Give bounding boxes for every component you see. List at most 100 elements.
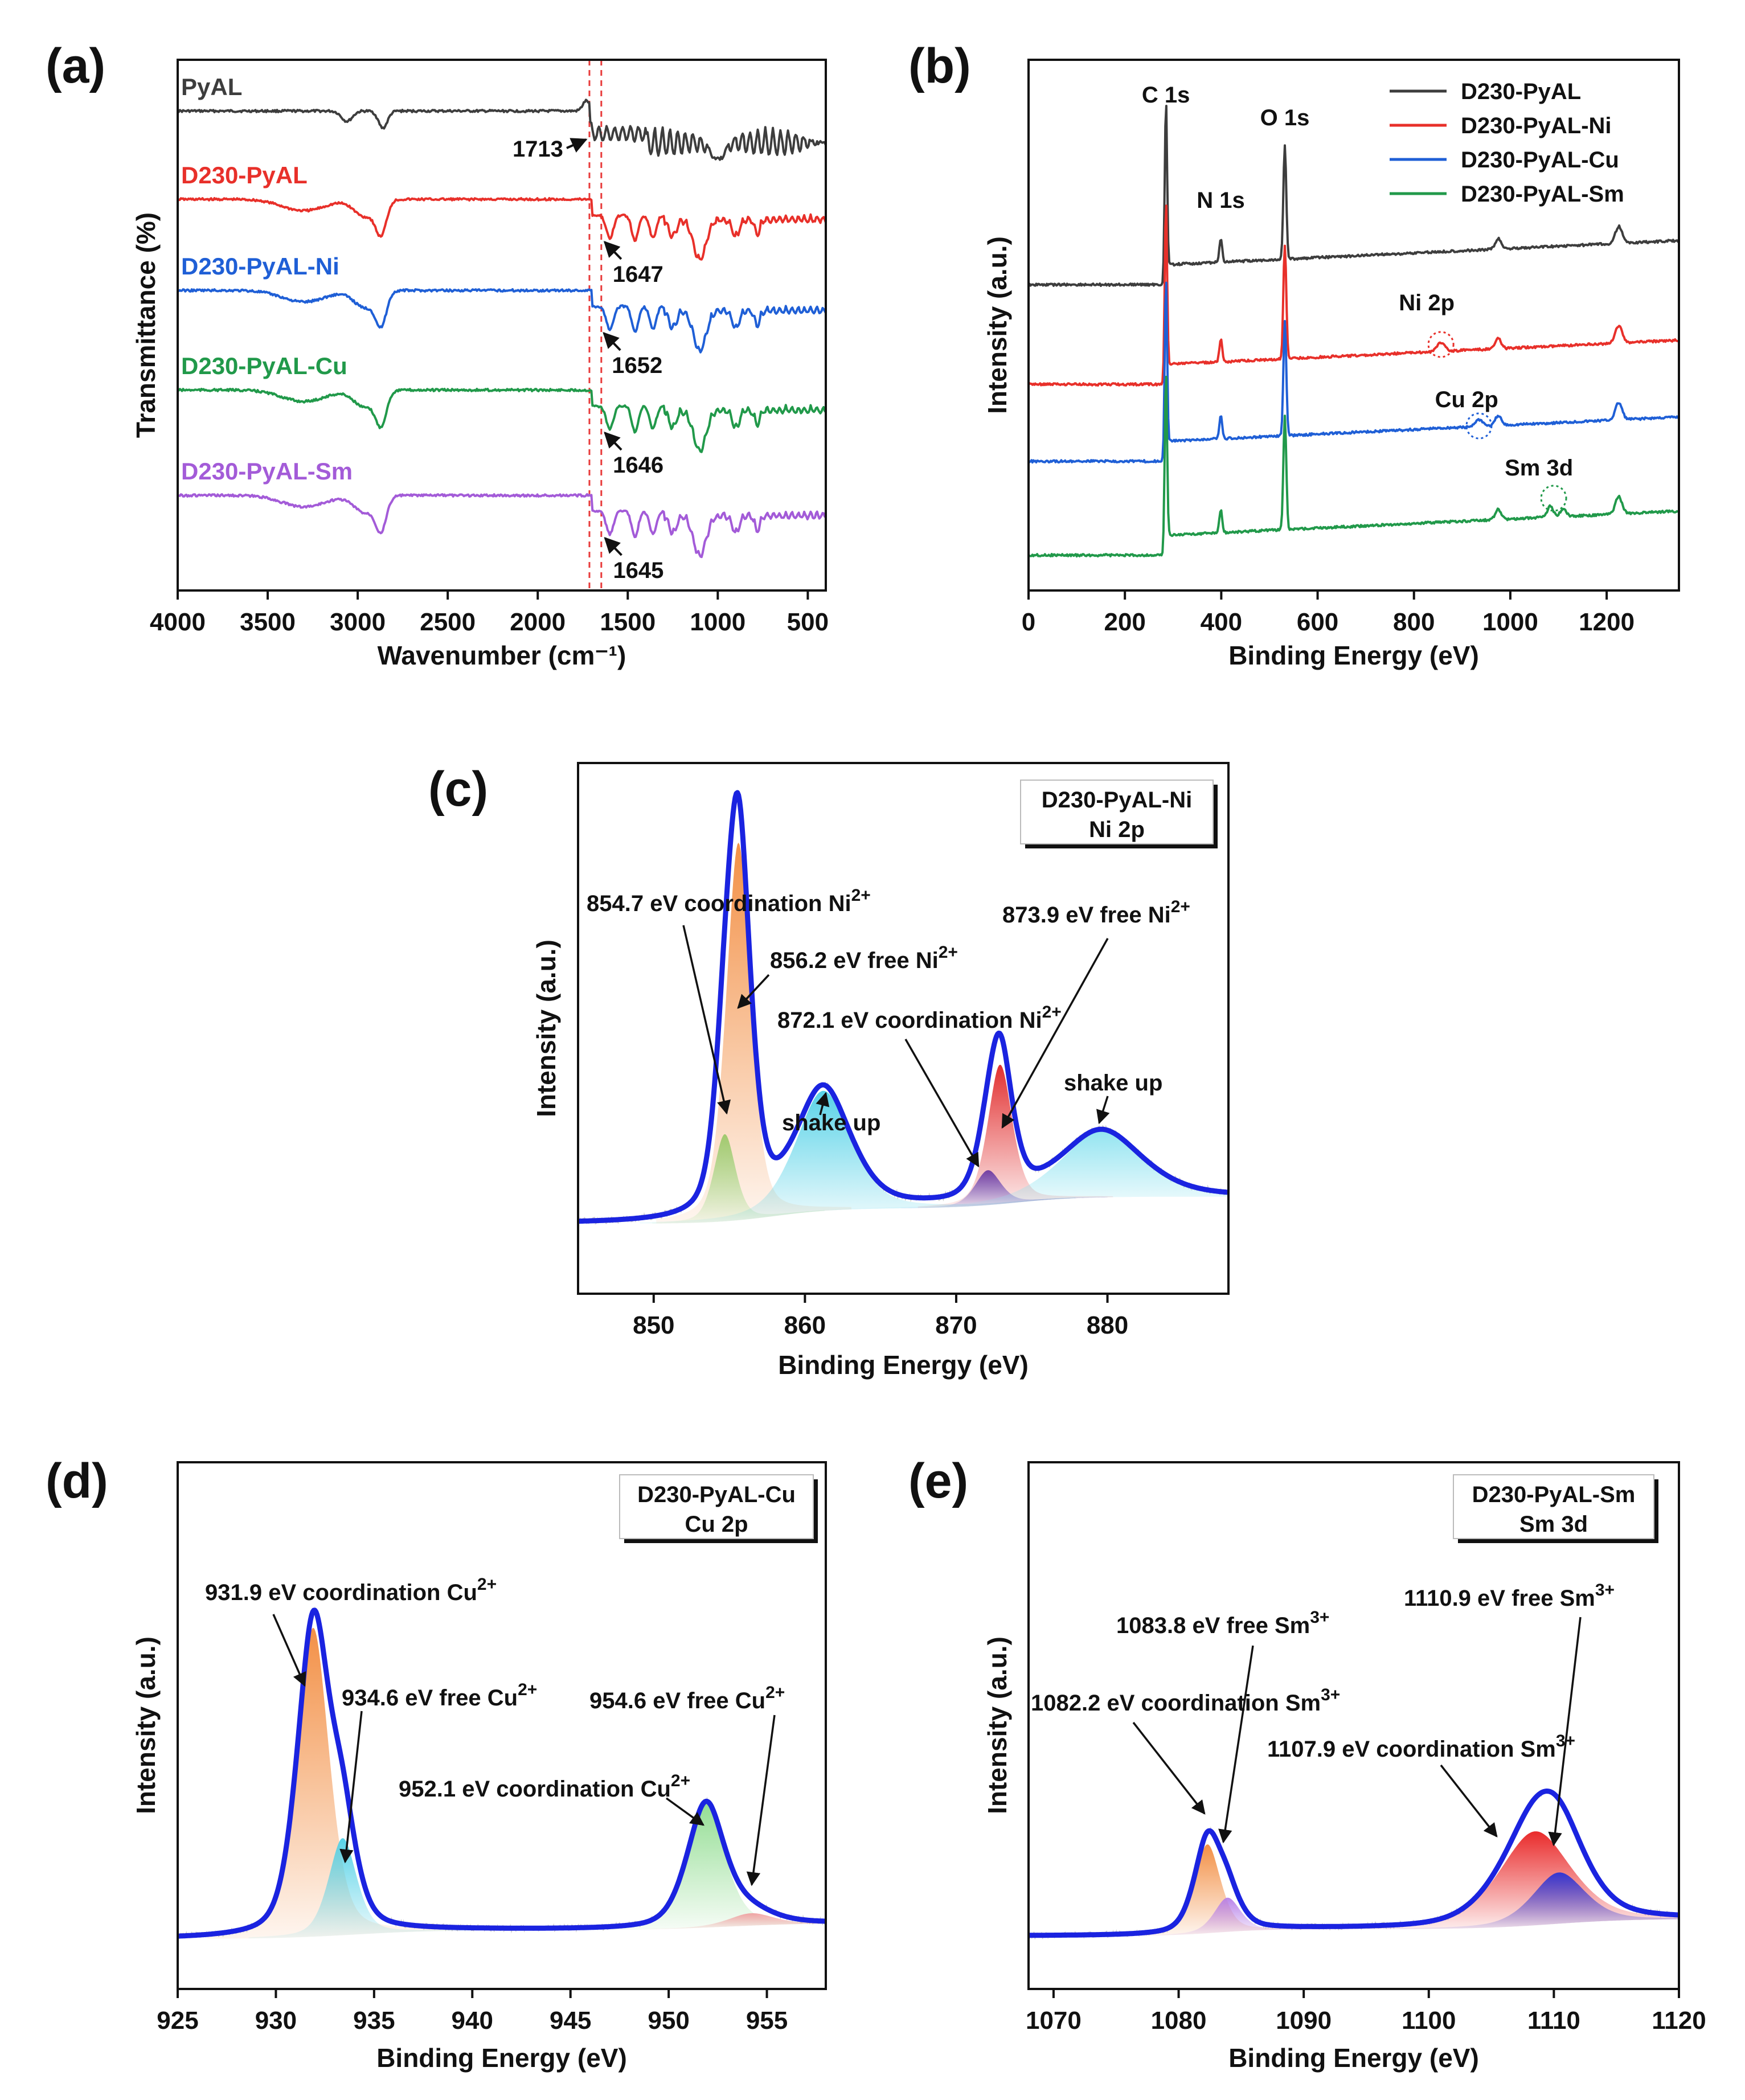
panel-a-ftir-chart: (a) PyAL D230-PyAL D230-PyAL-Ni D230-PyAL-C… xyxy=(46,39,829,670)
peak-annotation-text: 934.6 eV free Cu xyxy=(342,1685,518,1711)
peak-annotation-superscript: 2+ xyxy=(1042,1003,1062,1022)
series-line-d230-pyal xyxy=(177,197,827,261)
sample-box-frame xyxy=(619,1474,814,1539)
peak-annotation: 931.9 eV coordination Cu2+ xyxy=(205,1575,497,1605)
x-tick-label: 870 xyxy=(935,1311,977,1339)
x-tick-label: 400 xyxy=(1201,608,1242,636)
annotation-arrow xyxy=(737,974,770,1009)
panel-label-d: (d) xyxy=(46,1454,108,1508)
panel-d-x-axis-title: Binding Energy (eV) xyxy=(376,2043,627,2073)
panel-e-sm3d-chart: (e) D230-PyAL-Sm Sm 3d 1082.2 eV coordinat… xyxy=(908,1454,1706,2073)
x-tick-label: 1120 xyxy=(1652,2007,1706,2035)
annotation-arrow xyxy=(665,1797,704,1826)
survey-line-d230-pyal-sm xyxy=(1028,375,1680,557)
fit-component-peak xyxy=(1139,1897,1349,1936)
panel-a-frame xyxy=(177,59,827,592)
x-tick-label: 500 xyxy=(787,608,829,636)
peak-annotation: 1647 xyxy=(613,262,663,287)
legend-label: D230-PyAL-Ni xyxy=(1461,113,1612,138)
x-tick-label: 850 xyxy=(633,1311,674,1339)
x-tick-label: 1110 xyxy=(1527,2007,1580,2035)
fit-component-peak xyxy=(656,842,852,1224)
peak-annotation-text: 872.1 eV coordination Ni xyxy=(777,1008,1042,1033)
annotation-arrow xyxy=(1132,1721,1206,1815)
peak-annotation-text: 1107.9 eV coordination Sm xyxy=(1267,1737,1556,1762)
annotation-arrow xyxy=(339,1711,363,1864)
x-tick-label: 1100 xyxy=(1402,2007,1456,2035)
peak-highlight-circle xyxy=(1427,331,1455,358)
fit-component-peak xyxy=(248,1838,473,1939)
series-label: D230-PyAL xyxy=(181,162,308,188)
panel-a-y-axis-title: Transmittance (%) xyxy=(131,212,161,438)
annotation-arrow xyxy=(904,1039,980,1168)
peak-annotation: 1083.8 eV free Sm3+ xyxy=(1116,1608,1329,1638)
annotation-arrow xyxy=(1096,1096,1110,1125)
annotation-arrow xyxy=(603,240,622,260)
panel-c-ni2p-chart: (c) D230-PyAL-Ni Ni 2p 854.7 eV coordinati… xyxy=(428,762,1230,1380)
series-label: D230-PyAL-Cu xyxy=(181,352,347,379)
panel-d-cu2p-chart: (d) D230-PyAL-Cu Cu 2p 931.9 eV coordinati… xyxy=(46,1454,828,2073)
peak-annotation: 934.6 eV free Cu2+ xyxy=(342,1680,537,1711)
x-tick-label: 1090 xyxy=(1276,2007,1332,2035)
panel-e-frame xyxy=(1027,1461,1680,1990)
peak-label: Ni 2p xyxy=(1399,290,1455,315)
peak-annotation-text: 954.6 eV free Cu xyxy=(589,1688,765,1713)
series-label: D230-PyAL-Sm xyxy=(181,458,353,485)
peak-label: N 1s xyxy=(1197,188,1245,213)
panel-b-xps-survey-chart: (b) C 1s N 1s O 1s Ni 2p Cu 2p Sm 3d 0 200 400 6… xyxy=(908,39,1680,670)
fit-component-peak xyxy=(639,1090,1076,1224)
fit-envelope-line xyxy=(176,1607,828,1939)
peak-annotation: shake up xyxy=(1064,1070,1162,1096)
peak-annotation-text: 931.9 eV coordination Cu xyxy=(205,1580,477,1605)
annotation-arrow xyxy=(604,536,622,556)
peak-annotation: 1107.9 eV coordination Sm3+ xyxy=(1267,1732,1575,1762)
annotation-arrow xyxy=(1548,1617,1582,1847)
panel-e-x-axis-title: Binding Energy (eV) xyxy=(1228,2043,1479,2073)
peak-annotation: 873.9 eV free Ni2+ xyxy=(1002,897,1190,928)
panel-e-y-axis-title: Intensity (a.u.) xyxy=(982,1636,1012,1814)
peak-annotation: 952.1 eV coordination Cu2+ xyxy=(399,1771,690,1802)
annotation-arrow xyxy=(566,138,588,153)
panel-label-b: (b) xyxy=(908,39,971,93)
peak-annotation: 1713 xyxy=(513,137,563,162)
series-label: D230-PyAL-Ni xyxy=(181,253,339,280)
sample-box-line: D230-PyAL-Ni xyxy=(1042,788,1193,813)
sample-info-box: D230-PyAL-Cu Cu 2p xyxy=(619,1474,818,1543)
peak-highlight-circle xyxy=(1540,485,1567,512)
x-tick-label: 955 xyxy=(746,2007,788,2035)
fit-component-peak xyxy=(580,1804,826,1930)
peak-annotation: 1645 xyxy=(613,558,663,583)
x-tick-label: 880 xyxy=(1087,1311,1128,1339)
x-tick-label: 1000 xyxy=(1482,608,1538,636)
peak-annotation: 872.1 eV coordination Ni2+ xyxy=(777,1003,1062,1033)
peak-annotation: 856.2 eV free Ni2+ xyxy=(770,943,958,973)
peak-label: Sm 3d xyxy=(1505,456,1573,481)
peak-annotation: 1110.9 eV free Sm3+ xyxy=(1404,1581,1615,1611)
peak-annotation-superscript: 3+ xyxy=(1310,1608,1329,1627)
sample-box-line: Sm 3d xyxy=(1519,1512,1588,1537)
legend-label: D230-PyAL-Sm xyxy=(1461,182,1624,207)
legend-label: D230-PyAL xyxy=(1461,79,1581,104)
annotation-arrow xyxy=(1218,1645,1254,1844)
x-tick-label: 1500 xyxy=(600,608,656,636)
sample-box-line: D230-PyAL-Sm xyxy=(1472,1482,1636,1507)
panel-b-y-axis-title: Intensity (a.u.) xyxy=(982,236,1012,414)
x-tick-label: 200 xyxy=(1104,608,1145,636)
annotation-arrow xyxy=(682,925,731,1115)
x-tick-label: 3500 xyxy=(240,608,296,636)
survey-line-d230-pyal xyxy=(1028,105,1680,287)
peak-label: O 1s xyxy=(1260,105,1310,130)
x-tick-label: 1080 xyxy=(1151,2007,1207,2035)
fit-envelope-line xyxy=(1027,1789,1681,1938)
x-tick-label: 1070 xyxy=(1026,2007,1082,2035)
x-tick-label: 945 xyxy=(550,2007,591,2035)
sample-box-line: D230-PyAL-Cu xyxy=(637,1482,796,1507)
peak-highlight-circle xyxy=(1465,412,1493,440)
x-tick-label: 3000 xyxy=(330,608,386,636)
peak-annotation-superscript: 2+ xyxy=(518,1680,537,1699)
x-tick-label: 2500 xyxy=(420,608,476,636)
annotation-arrow xyxy=(604,431,622,451)
peak-annotation-text: shake up xyxy=(1064,1070,1162,1096)
x-tick-label: 0 xyxy=(1022,608,1035,636)
peak-annotation-superscript: 2+ xyxy=(671,1771,690,1790)
